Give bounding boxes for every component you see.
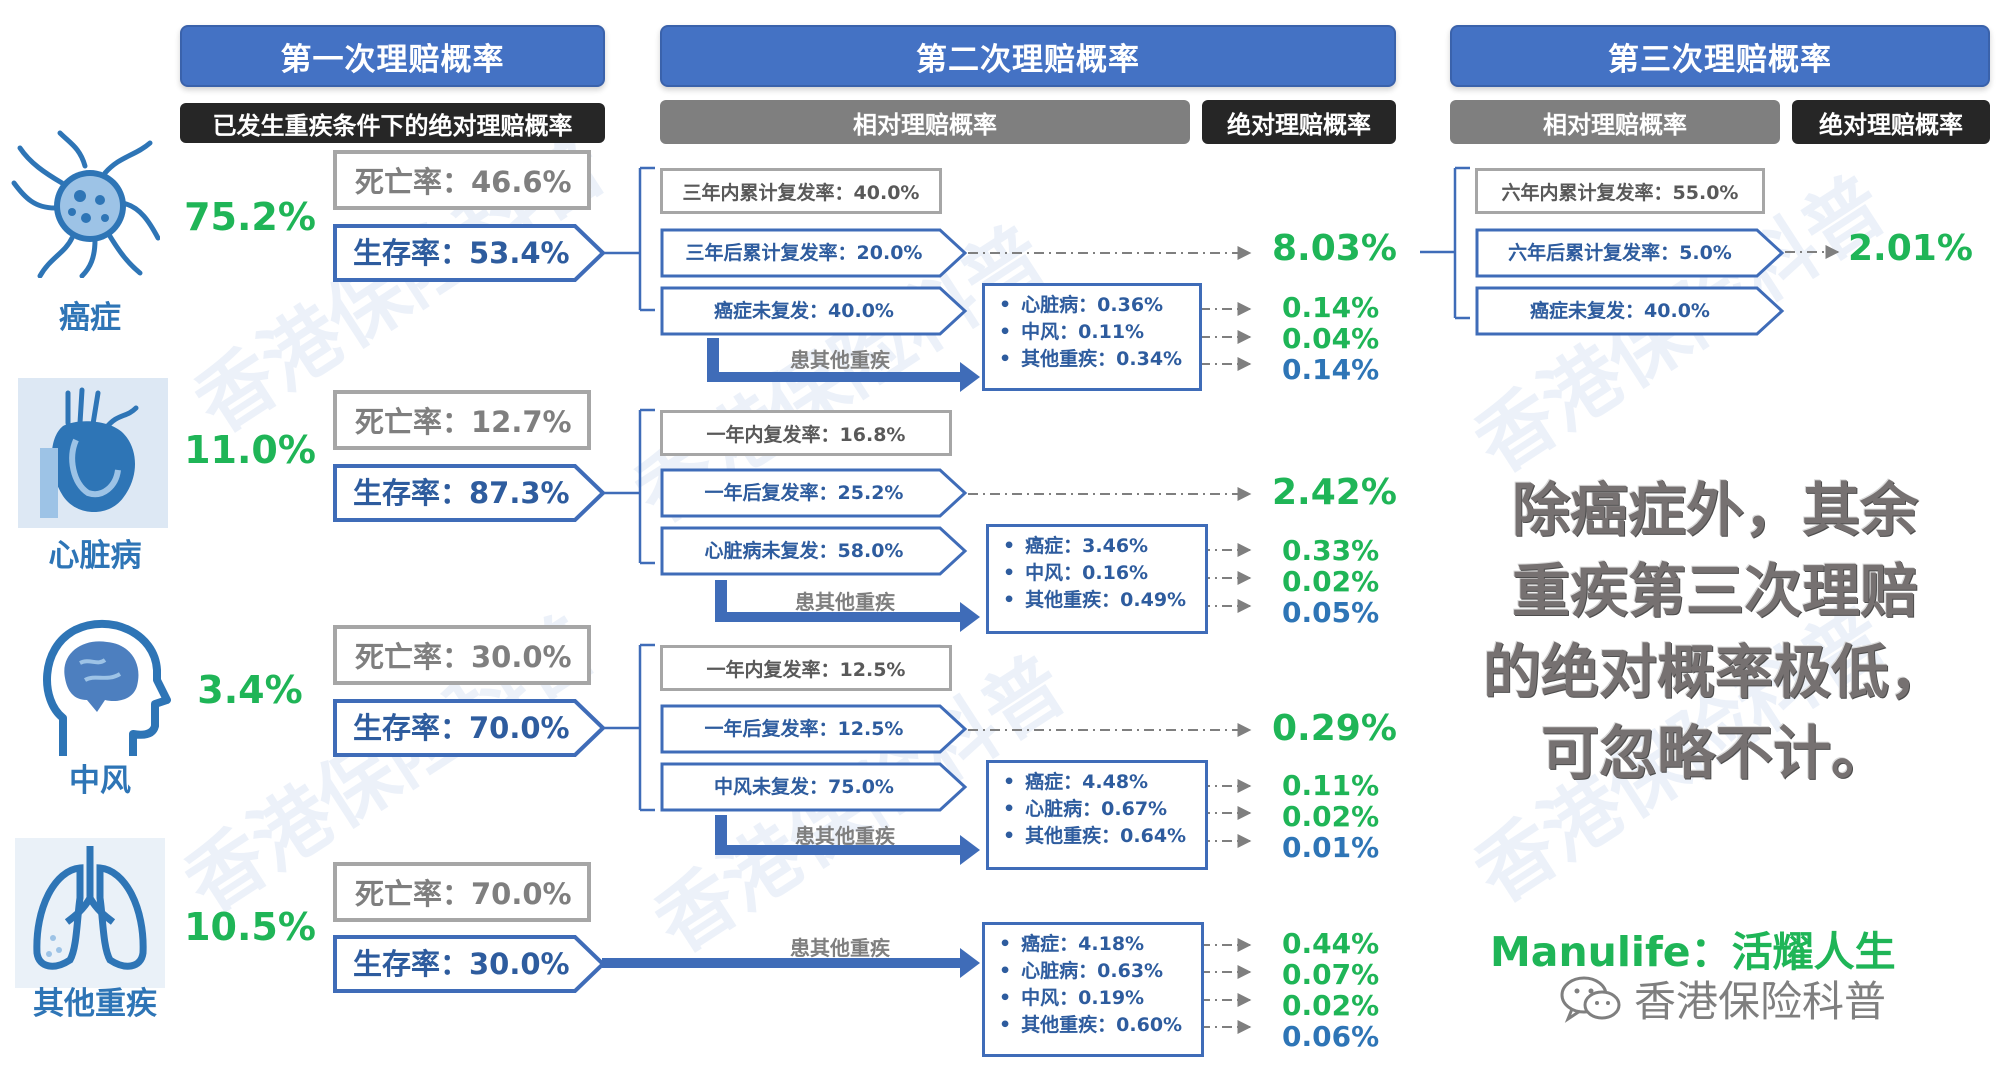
first-claim-prob-heart: 11.0% [184,428,316,472]
list-item: 癌症：4.18% [999,931,1191,958]
survival-rate-heart: 生存率：87.3% [333,464,605,522]
other-disease-label: 患其他重疾 [795,824,895,848]
survival-rate-cancer: 生存率：53.4% [333,224,605,282]
list-item: 心脏病：0.67% [1003,796,1195,823]
no-recurrence-box: 癌症未复发：40.0% [660,286,968,336]
other-disease-list-other: 癌症：4.18% 心脏病：0.63% 中风：0.19% 其他重疾：0.60% [982,922,1204,1057]
survival-rate-label: 生存率：53.4% [353,236,570,270]
list-item: 癌症：4.48% [1003,769,1195,796]
subheader-second-relative: 相对理赔概率 [660,100,1190,144]
absolute-prob-others: 0.44% 0.07% 0.02% 0.06% [1282,927,1380,1053]
other-disease-label: 患其他重疾 [790,936,890,960]
death-rate-cancer: 死亡率：46.6% [333,150,591,210]
survival-rate-stroke: 生存率：70.0% [333,699,605,757]
first-claim-prob-cancer: 75.2% [184,195,316,239]
recurrence-after-box: 一年后复发率：25.2% [660,468,968,518]
disease-label-stroke: 中风 [69,763,131,799]
absolute-prob-main: 0.29% [1272,708,1397,749]
header-first-claim: 第一次理赔概率 [180,25,605,87]
absolute-prob-others: 0.14% 0.04% 0.14% [1282,291,1380,386]
list-item: 癌症：3.46% [1003,533,1195,560]
subheader-first-absolute: 已发生重疾条件下的绝对理赔概率 [180,103,605,143]
other-disease-label: 患其他重疾 [795,590,895,614]
list-item: 其他重疾：0.64% [1003,823,1195,850]
absolute-prob-others: 0.11% 0.02% 0.01% [1282,769,1380,864]
list-item: 中风：0.19% [999,985,1191,1012]
first-claim-prob-stroke: 3.4% [197,668,303,712]
lungs-icon [15,838,165,988]
survival-rate-other: 生存率：30.0% [333,935,605,993]
other-disease-list-stroke: 癌症：4.48% 心脏病：0.67% 其他重疾：0.64% [986,760,1208,870]
death-rate-other: 死亡率：70.0% [333,862,591,922]
list-item: 中风：0.11% [999,319,1189,346]
third-recurrence-within-box: 六年内累计复发率：55.0% [1475,168,1765,214]
disease-label-other: 其他重疾 [33,986,157,1022]
slogan: Manulife：活耀人生 [1490,928,1896,976]
recurrence-within-box: 三年内累计复发率：40.0% [660,168,942,214]
list-item: 心脏病：0.63% [999,958,1191,985]
cancer-cell-icon [11,130,160,278]
other-disease-label: 患其他重疾 [790,348,890,372]
subheader-second-absolute: 绝对理赔概率 [1202,100,1396,144]
survival-rate-label: 生存率：70.0% [353,711,570,745]
first-claim-prob-other: 10.5% [184,905,316,949]
other-disease-list-cancer: 心脏病：0.36% 中风：0.11% 其他重疾：0.34% [982,283,1202,391]
third-recurrence-after-box: 六年后累计复发率：5.0% [1475,228,1785,278]
disease-label-cancer: 癌症 [59,300,121,336]
other-disease-list-heart: 癌症：3.46% 中风：0.16% 其他重疾：0.49% [986,524,1208,634]
brain-head-icon [43,619,171,756]
absolute-prob-others: 0.33% 0.02% 0.05% [1282,534,1380,629]
brand-name: 香港保险科普 [1634,977,1887,1026]
list-item: 其他重疾：0.49% [1003,587,1195,614]
subheader-third-absolute: 绝对理赔概率 [1792,100,1990,144]
brand-footer: 香港保险科普 [1560,968,1886,1029]
recurrence-after-box: 三年后累计复发率：20.0% [660,228,968,278]
death-rate-heart: 死亡率：12.7% [333,390,591,450]
survival-rate-label: 生存率：87.3% [353,476,570,510]
no-recurrence-box: 中风未复发：75.0% [660,762,968,812]
list-item: 心脏病：0.36% [999,292,1189,319]
disease-label-heart: 心脏病 [48,538,142,574]
header-second-claim: 第二次理赔概率 [660,25,1396,87]
third-no-recurrence-box: 癌症未复发：40.0% [1475,286,1785,336]
absolute-prob-main: 8.03% [1272,228,1397,269]
wechat-icon [1560,976,1621,1023]
third-absolute-prob: 2.01% [1848,228,1973,269]
recurrence-within-box: 一年内复发率：12.5% [660,645,952,691]
heart-icon [18,378,168,528]
list-item: 其他重疾：0.60% [999,1012,1191,1039]
recurrence-within-box: 一年内复发率：16.8% [660,410,952,456]
no-recurrence-box: 心脏病未复发：58.0% [660,526,968,576]
absolute-prob-main: 2.42% [1272,472,1397,513]
survival-rate-label: 生存率：30.0% [353,947,570,981]
death-rate-stroke: 死亡率：30.0% [333,625,591,685]
subheader-third-relative: 相对理赔概率 [1450,100,1780,144]
list-item: 其他重疾：0.34% [999,346,1189,373]
conclusion-note: 除癌症外，其余 重疾第三次理赔 的绝对概率极低， 可忽略不计。 [1482,476,1947,787]
list-item: 中风：0.16% [1003,560,1195,587]
header-third-claim: 第三次理赔概率 [1450,25,1990,87]
recurrence-after-box: 一年后复发率：12.5% [660,704,968,754]
